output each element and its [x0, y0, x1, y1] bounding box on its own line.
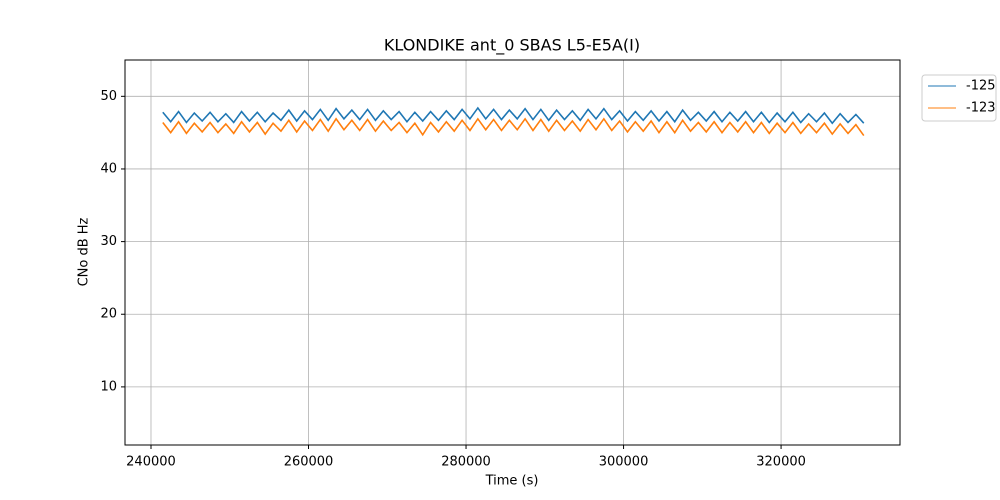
legend-label: -123	[966, 101, 996, 116]
chart-title: KLONDIKE ant_0 SBAS L5-E5A(I)	[384, 36, 640, 56]
x-tick-label: 240000	[126, 455, 176, 470]
legend-label: -125	[966, 79, 996, 94]
x-axis-label: Time (s)	[485, 474, 539, 489]
y-tick-label: 30	[100, 234, 117, 249]
plot-frame	[124, 59, 901, 446]
data-line	[162, 106, 865, 125]
x-tick-label: 260000	[284, 455, 334, 470]
y-tick-label: 10	[100, 379, 117, 394]
y-axis-label: CNo dB Hz	[77, 217, 92, 286]
y-tick-label: 50	[100, 89, 117, 104]
data-line	[162, 117, 865, 137]
x-tick-label: 300000	[599, 455, 649, 470]
x-tick-label: 280000	[441, 455, 491, 470]
x-tick-label: 320000	[756, 455, 806, 470]
y-tick-label: 40	[100, 161, 117, 176]
y-tick-label: 20	[100, 307, 117, 322]
